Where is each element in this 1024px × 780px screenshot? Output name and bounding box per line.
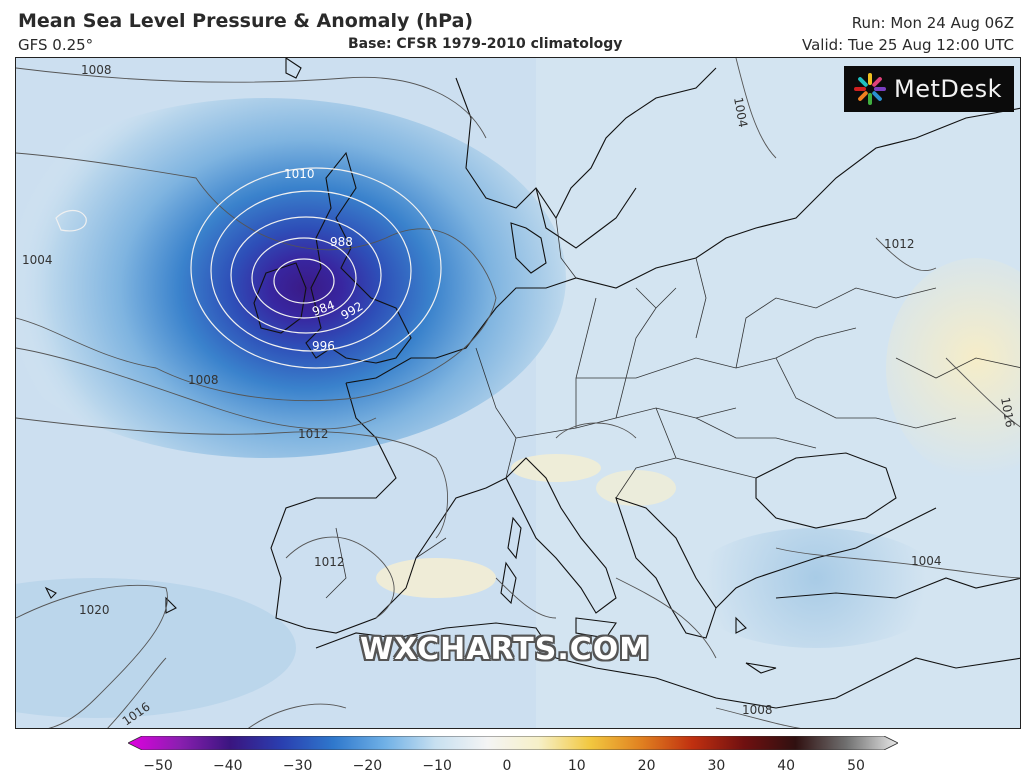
pressure-anomaly-map[interactable]: 1008 1004 1008 1012 1012 1020 1016 1012 … [15, 57, 1021, 729]
climatology-base-label: Base: CFSR 1979-2010 climatology [348, 36, 623, 52]
isobar-label: 1016 [998, 396, 1017, 429]
colorbar-tick-label: 10 [567, 758, 586, 774]
isobar-label: 1020 [79, 603, 110, 617]
positive-anomaly-east [886, 258, 1020, 478]
isobars [16, 58, 1020, 728]
metdesk-star-icon [854, 73, 886, 105]
isobar-labels: 1008 1004 1008 1012 1012 1020 1016 1012 … [22, 63, 1017, 728]
watermark: WXCHARTS.COM [360, 632, 651, 667]
chart-title: Mean Sea Level Pressure & Anomaly (hPa) [18, 10, 474, 32]
isobar-label: 996 [312, 339, 335, 353]
colorbar-tick-label: 30 [707, 758, 726, 774]
isobar-1004 [16, 152, 497, 402]
low-isobars [55, 167, 442, 369]
metdesk-logo[interactable]: MetDesk [844, 66, 1014, 112]
colorbar-tick-label: −30 [282, 758, 313, 774]
colorbar-tick-label: −50 [143, 758, 173, 774]
isobar-label: 1008 [742, 703, 773, 717]
isobar-label: 1012 [298, 427, 329, 441]
colorbar-tick-label: −20 [352, 758, 383, 774]
country-borders [325, 217, 1020, 599]
colorbar-tick-label: 40 [777, 758, 796, 774]
model-label: GFS 0.25° [18, 36, 94, 54]
valid-time-label: Valid: Tue 25 Aug 12:00 UTC [802, 36, 1014, 54]
isobar-label: 1004 [911, 554, 942, 568]
isobar-label: 988 [330, 235, 353, 249]
isobar-label: 1008 [81, 63, 112, 77]
isobar-label: 1012 [884, 237, 915, 251]
coastlines [44, 58, 1020, 709]
isobar-label: 1012 [314, 555, 345, 569]
isobar-label: 1004 [731, 96, 750, 129]
colorbar-tick-label: −10 [422, 758, 452, 774]
isobar-label: 1008 [188, 373, 219, 387]
metdesk-logo-text: MetDesk [894, 75, 1003, 103]
colorbar-tick-label: 0 [502, 758, 512, 774]
anomaly-colorbar [128, 736, 898, 750]
colorbar-tick-label: −40 [213, 758, 243, 774]
colorbar-tick-label: 50 [847, 758, 865, 774]
colorbar-tick-label: 20 [637, 758, 656, 774]
map-canvas: 1008 1004 1008 1012 1012 1020 1016 1012 … [16, 58, 1020, 728]
isobar-label: 1010 [284, 167, 315, 181]
isobar-label: 1004 [22, 253, 53, 267]
run-time-label: Run: Mon 24 Aug 06Z [851, 14, 1014, 32]
